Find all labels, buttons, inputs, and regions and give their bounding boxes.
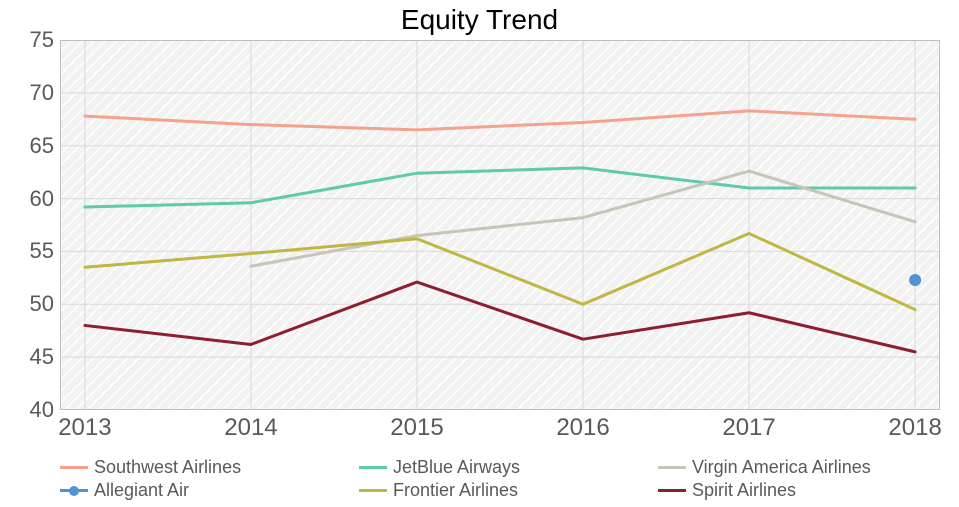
equity-trend-chart: Equity Trend 4045505560657075 2013201420…: [0, 0, 959, 507]
legend-swatch: [359, 466, 387, 469]
y-tick-label: 60: [30, 186, 54, 212]
y-axis-labels: 4045505560657075: [0, 40, 60, 410]
legend-item: Spirit Airlines: [658, 480, 949, 501]
legend-swatch: [658, 466, 686, 469]
legend-label: JetBlue Airways: [393, 457, 520, 478]
x-tick-label: 2016: [556, 414, 609, 442]
chart-title: Equity Trend: [0, 0, 959, 36]
legend-label: Southwest Airlines: [94, 457, 241, 478]
y-tick-label: 65: [30, 133, 54, 159]
y-tick-label: 40: [30, 397, 54, 423]
y-tick-label: 70: [30, 80, 54, 106]
legend-label: Spirit Airlines: [692, 480, 796, 501]
y-tick-label: 75: [30, 27, 54, 53]
x-tick-label: 2018: [888, 414, 941, 442]
legend-item: Allegiant Air: [60, 480, 351, 501]
legend-item: JetBlue Airways: [359, 457, 650, 478]
x-tick-label: 2017: [722, 414, 775, 442]
legend-swatch: [658, 489, 686, 492]
chart-legend: Southwest Airlines JetBlue Airways Virgin …: [60, 457, 949, 501]
legend-swatch: [359, 489, 387, 492]
x-tick-label: 2015: [390, 414, 443, 442]
y-tick-label: 50: [30, 291, 54, 317]
y-tick-label: 55: [30, 238, 54, 264]
legend-label: Virgin America Airlines: [692, 457, 871, 478]
plot-area: [60, 40, 940, 410]
y-tick-label: 45: [30, 344, 54, 370]
x-axis-labels: 2013 2014 2015 2016 2017 2018: [60, 414, 940, 444]
legend-swatch: [60, 466, 88, 469]
legend-item: Virgin America Airlines: [658, 457, 949, 478]
legend-label: Allegiant Air: [94, 480, 189, 501]
legend-label: Frontier Airlines: [393, 480, 518, 501]
legend-item: Frontier Airlines: [359, 480, 650, 501]
legend-swatch: [60, 489, 88, 492]
x-tick-label: 2014: [224, 414, 277, 442]
legend-item: Southwest Airlines: [60, 457, 351, 478]
x-tick-label: 2013: [58, 414, 111, 442]
